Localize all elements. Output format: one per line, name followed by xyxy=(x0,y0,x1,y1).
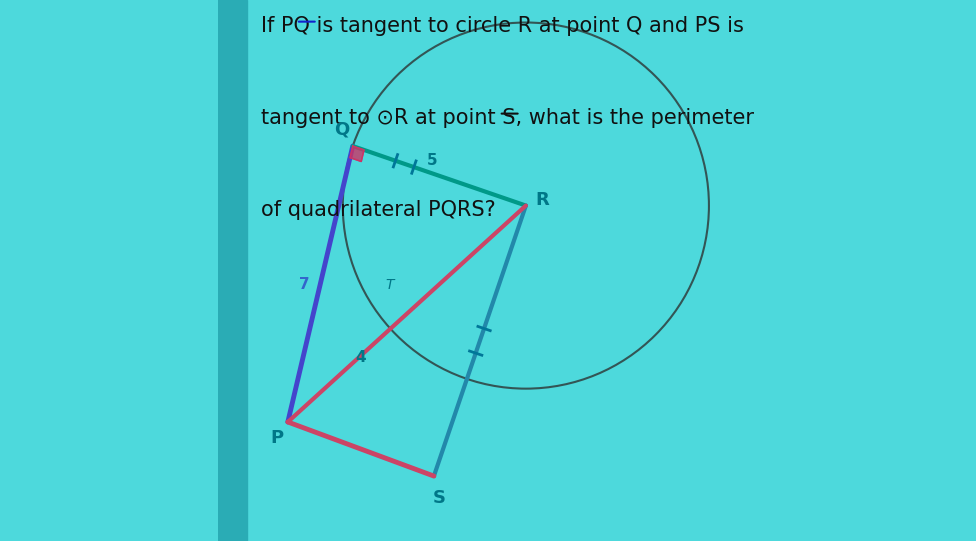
Text: R: R xyxy=(535,191,549,209)
Polygon shape xyxy=(350,146,364,162)
Bar xyxy=(218,0,239,541)
Text: If PQ is tangent to circle R at point Q and PS is: If PQ is tangent to circle R at point Q … xyxy=(261,16,744,36)
Text: S: S xyxy=(432,489,446,507)
Text: Q: Q xyxy=(335,121,349,139)
Text: T: T xyxy=(385,279,393,292)
Text: 4: 4 xyxy=(355,349,366,365)
Text: 5: 5 xyxy=(427,153,437,168)
Text: 7: 7 xyxy=(299,276,309,292)
Text: tangent to ⊙R at point S, what is the perimeter: tangent to ⊙R at point S, what is the pe… xyxy=(261,108,753,128)
Text: P: P xyxy=(270,429,284,447)
Bar xyxy=(218,0,247,541)
Text: of quadrilateral PQRS?: of quadrilateral PQRS? xyxy=(261,200,496,220)
